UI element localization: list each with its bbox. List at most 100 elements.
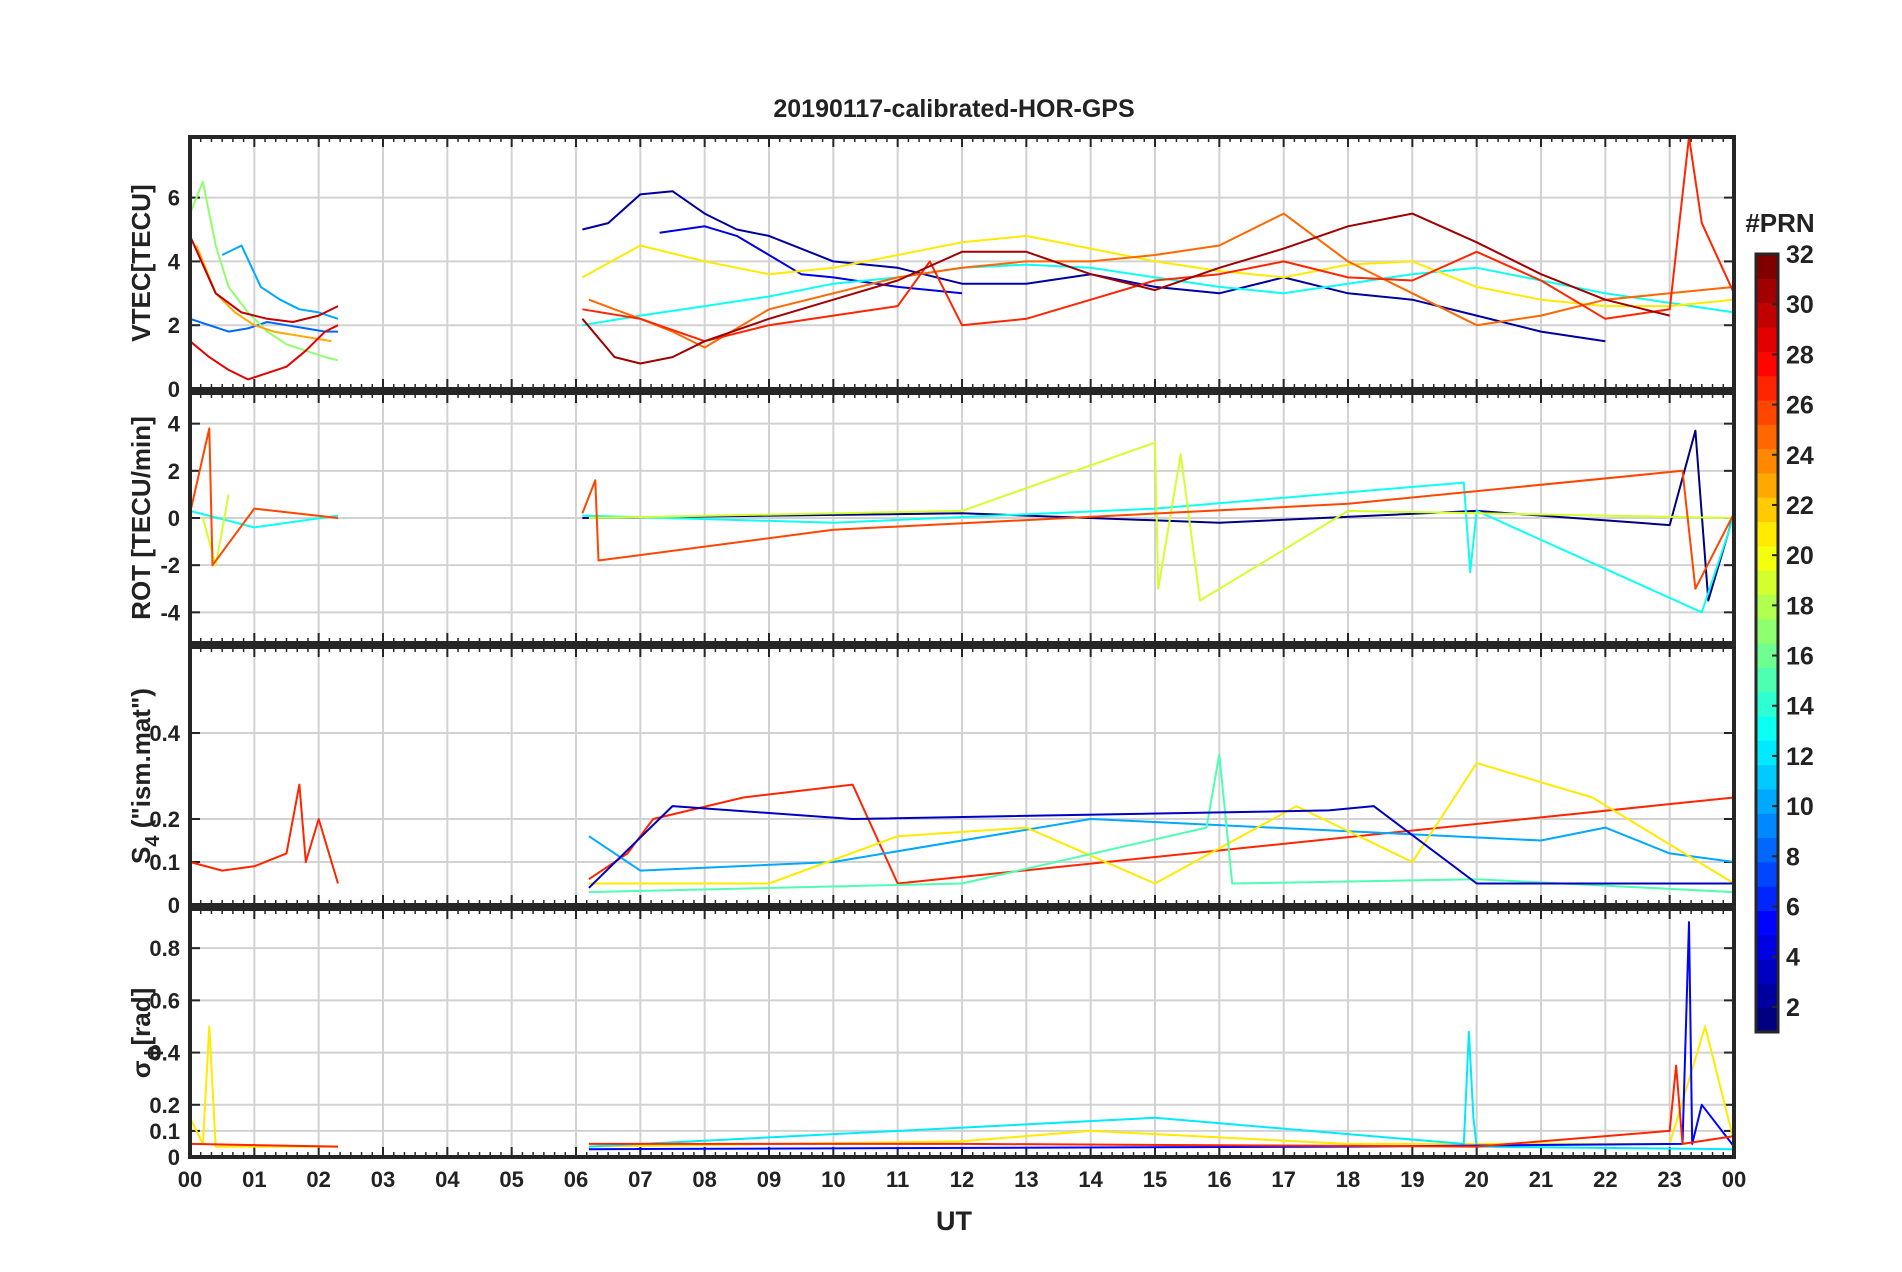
series-line-prn-27 bbox=[189, 783, 1735, 885]
x-tick-label: 02 bbox=[306, 1167, 330, 1192]
colorbar-swatch bbox=[1756, 278, 1778, 304]
colorbar-tick-label: 6 bbox=[1786, 894, 1800, 922]
colorbar-swatch bbox=[1756, 813, 1778, 839]
axes-frame bbox=[188, 135, 1736, 391]
x-tick-label: 06 bbox=[564, 1167, 588, 1192]
x-tick-label: 04 bbox=[435, 1167, 460, 1192]
x-tick-label: 09 bbox=[757, 1167, 781, 1192]
x-tick-label: 19 bbox=[1400, 1167, 1424, 1192]
y-axis-label-main: σ bbox=[126, 1060, 156, 1078]
y-tick-label: 2 bbox=[168, 313, 180, 338]
panel-1: 0 2 4 6 VTEC[TECU] bbox=[126, 135, 1736, 402]
colorbar-swatch bbox=[1756, 302, 1778, 328]
x-tick-label: 11 bbox=[886, 1167, 909, 1192]
y-tick-label: 0.8 bbox=[149, 936, 180, 961]
series-line-prn-17 bbox=[189, 180, 339, 362]
y-tick-label: 0.6 bbox=[149, 988, 180, 1013]
x-tick-label: 12 bbox=[950, 1167, 974, 1192]
series-line-prn-26 bbox=[189, 427, 1735, 590]
x-tick-label: 08 bbox=[692, 1167, 716, 1192]
colorbar-tick-label: 32 bbox=[1786, 241, 1814, 269]
colorbar-swatch bbox=[1756, 521, 1778, 547]
x-tick-label: 16 bbox=[1207, 1167, 1231, 1192]
colorbar-swatch bbox=[1756, 715, 1778, 741]
panel-2: -4 -2 0 2 4 ROT [TECU/min] bbox=[126, 391, 1736, 645]
series-line-prn-2 bbox=[582, 190, 1606, 343]
series-line-prn-10 bbox=[221, 244, 339, 320]
colorbar-swatch bbox=[1756, 983, 1778, 1009]
colorbar-tick-label: 26 bbox=[1786, 392, 1814, 420]
colorbar-swatch bbox=[1756, 594, 1778, 620]
x-tick-label: 10 bbox=[821, 1167, 845, 1192]
colorbar-swatch bbox=[1756, 472, 1778, 498]
chart-title: 20190117-calibrated-HOR-GPS bbox=[773, 95, 1134, 123]
series-line-prn-21 bbox=[581, 234, 1735, 308]
x-tick-label: 18 bbox=[1336, 1167, 1360, 1192]
colorbar-swatch bbox=[1756, 764, 1778, 790]
colorbar-swatch bbox=[1756, 959, 1778, 984]
colorbar-tick-label: 22 bbox=[1786, 492, 1814, 520]
series-line-prn-21 bbox=[588, 762, 1735, 885]
series-line-prn-8 bbox=[189, 317, 338, 333]
colorbar-tick-label: 8 bbox=[1786, 843, 1800, 871]
y-tick-label: 0.2 bbox=[149, 1093, 180, 1118]
colorbar-swatch bbox=[1756, 448, 1778, 474]
series-line-prn-25 bbox=[588, 212, 1735, 349]
series-line-prn-27 bbox=[189, 1064, 1735, 1148]
colorbar-swatch bbox=[1756, 910, 1778, 936]
axes-frame bbox=[188, 391, 1736, 645]
y-tick-label: 0.4 bbox=[149, 721, 180, 746]
y-tick-label: 0.2 bbox=[149, 807, 180, 832]
y-tick-label: 6 bbox=[168, 186, 180, 211]
colorbar-tick-label: 30 bbox=[1786, 291, 1814, 319]
colorbar-tick-label: 4 bbox=[1786, 944, 1800, 972]
y-tick-label: 0 bbox=[168, 377, 180, 402]
colorbar-swatch bbox=[1756, 399, 1778, 425]
colorbar-swatch bbox=[1756, 837, 1778, 863]
colorbar-swatch bbox=[1756, 375, 1778, 401]
colorbar-swatch bbox=[1756, 1007, 1778, 1033]
x-tick-label: 23 bbox=[1657, 1167, 1681, 1192]
colorbar-swatch bbox=[1756, 886, 1778, 912]
series-line-prn-21 bbox=[189, 1025, 1735, 1148]
x-tick-label: 03 bbox=[371, 1167, 395, 1192]
colorbar-swatch bbox=[1756, 351, 1778, 377]
colorbar-swatch bbox=[1756, 667, 1778, 693]
y-axis-label: σϕ[rad] bbox=[126, 988, 164, 1079]
colorbar-swatch bbox=[1756, 618, 1778, 644]
colorbar-tick-label: 12 bbox=[1786, 743, 1814, 771]
x-tick-label: 00 bbox=[1722, 1167, 1746, 1192]
colorbar-swatch bbox=[1756, 254, 1778, 279]
colorbar-swatch bbox=[1756, 788, 1778, 814]
series-line-prn-10 bbox=[588, 818, 1735, 872]
series-line-prn-27 bbox=[582, 136, 1735, 343]
colorbar-swatch bbox=[1756, 326, 1778, 352]
series-line-prn-4 bbox=[659, 225, 963, 295]
x-tick-label: 20 bbox=[1464, 1167, 1488, 1192]
x-tick-label: 14 bbox=[1078, 1167, 1103, 1192]
x-tick-label: 00 bbox=[178, 1167, 202, 1192]
series-line-prn-29 bbox=[189, 324, 339, 381]
x-tick-label: 17 bbox=[1271, 1167, 1295, 1192]
y-axis-label-main: S bbox=[126, 847, 156, 864]
y-axis-label-sub: 4 bbox=[142, 835, 164, 847]
x-tick-label: 21 bbox=[1529, 1167, 1553, 1192]
colorbar-frame bbox=[1754, 252, 1780, 1034]
y-axis-label: S4 ("ism.mat") bbox=[126, 688, 164, 864]
x-tick-label: 05 bbox=[499, 1167, 523, 1192]
colorbar-swatch bbox=[1756, 861, 1778, 887]
colorbar-tick-label: 10 bbox=[1786, 793, 1814, 821]
axes-frame bbox=[188, 907, 1736, 1159]
y-axis-label: ROT [TECU/min] bbox=[126, 416, 156, 620]
colorbar-swatch bbox=[1756, 497, 1778, 523]
y-tick-label: -4 bbox=[160, 600, 180, 625]
panel-4: 00.10.2 0.4 0.6 0.8 σϕ[rad] 00 01 02 03 04 05 06 07 0… bbox=[126, 907, 1746, 1192]
x-tick-label: 13 bbox=[1014, 1167, 1038, 1192]
panel-3: 00.10.20.4S4 ("ism.mat") bbox=[126, 645, 1736, 918]
y-axis-label: VTEC[TECU] bbox=[126, 184, 156, 341]
colorbar-swatch bbox=[1756, 740, 1778, 766]
series-line-prn-15 bbox=[588, 753, 1735, 894]
